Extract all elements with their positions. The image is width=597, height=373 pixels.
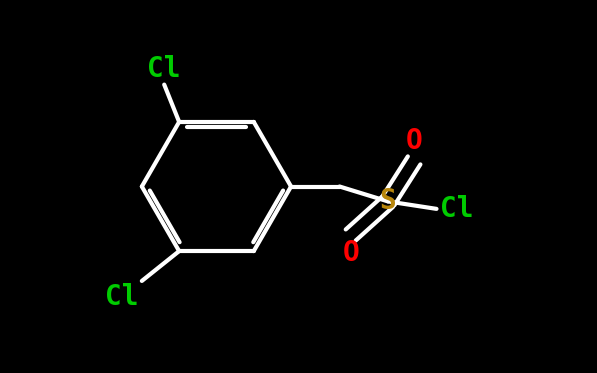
Text: Cl: Cl — [147, 55, 181, 83]
Text: Cl: Cl — [104, 283, 138, 311]
Text: S: S — [380, 187, 396, 216]
Text: O: O — [406, 127, 423, 155]
Text: Cl: Cl — [440, 195, 474, 223]
Text: O: O — [342, 239, 359, 267]
